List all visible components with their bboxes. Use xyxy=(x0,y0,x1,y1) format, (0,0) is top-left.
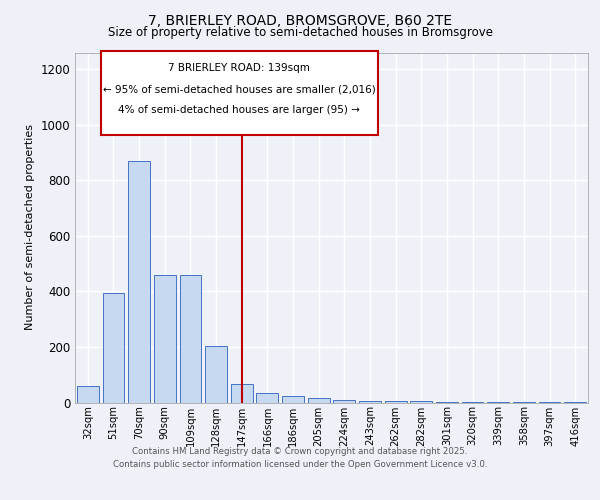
Bar xyxy=(128,161,150,402)
Bar xyxy=(334,400,355,402)
Bar xyxy=(154,274,176,402)
Bar xyxy=(103,293,124,403)
Bar xyxy=(308,398,329,402)
Text: ← 95% of semi-detached houses are smaller (2,016): ← 95% of semi-detached houses are smalle… xyxy=(103,84,376,94)
Bar xyxy=(256,393,278,402)
Text: 4% of semi-detached houses are larger (95) →: 4% of semi-detached houses are larger (9… xyxy=(118,105,360,115)
Text: 7 BRIERLEY ROAD: 139sqm: 7 BRIERLEY ROAD: 139sqm xyxy=(168,63,310,73)
Bar xyxy=(385,401,407,402)
Y-axis label: Number of semi-detached properties: Number of semi-detached properties xyxy=(25,124,35,330)
Text: Size of property relative to semi-detached houses in Bromsgrove: Size of property relative to semi-detach… xyxy=(107,26,493,39)
FancyBboxPatch shape xyxy=(101,51,377,134)
Text: 7, BRIERLEY ROAD, BROMSGROVE, B60 2TE: 7, BRIERLEY ROAD, BROMSGROVE, B60 2TE xyxy=(148,14,452,28)
Bar xyxy=(359,401,381,402)
Text: Contains HM Land Registry data © Crown copyright and database right 2025.: Contains HM Land Registry data © Crown c… xyxy=(132,448,468,456)
Text: Contains public sector information licensed under the Open Government Licence v3: Contains public sector information licen… xyxy=(113,460,487,469)
Bar xyxy=(282,396,304,402)
Bar xyxy=(205,346,227,403)
Bar xyxy=(179,274,202,402)
Bar xyxy=(77,386,99,402)
Bar xyxy=(231,384,253,402)
